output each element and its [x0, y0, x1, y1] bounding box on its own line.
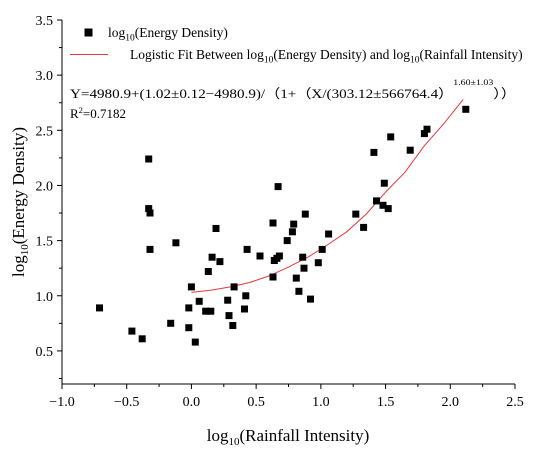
x-axis-ticks: [61, 384, 516, 389]
scatter-point: [290, 220, 298, 228]
y-tick-label: 3.5: [36, 14, 54, 29]
fit-equation: Y=4980.9+(1.02±0.12−4980.9)/（1+（X/(303.1…: [70, 77, 516, 101]
scatter-point: [216, 258, 224, 266]
scatter-point: [283, 237, 291, 245]
scatter-point: [207, 307, 215, 315]
scatter-point: [352, 210, 360, 218]
scatter-point: [167, 319, 175, 327]
scatter-point: [204, 268, 212, 275]
y-tick-label: 1.0: [36, 290, 54, 305]
x-axis-title: log10(Rainfall Intensity): [207, 426, 370, 448]
scatter-point: [195, 297, 203, 305]
scatter-point: [145, 155, 153, 163]
scatter-point: [406, 146, 414, 154]
scatter-point: [318, 245, 326, 253]
legend-marker-square: [84, 28, 93, 37]
scatter-point: [172, 239, 180, 247]
scatter-point: [202, 307, 210, 315]
scatter-point: [387, 133, 395, 141]
scatter-point: [212, 225, 220, 232]
logistic-fit-line: [191, 99, 464, 293]
legend-label-logistic-fit: Logistic Fit Between log10(Energy Densit…: [130, 47, 523, 66]
y-axis-tick-labels: 0.5 1.0 1.5 2.0 2.5 3.0 3.5: [36, 14, 54, 360]
scatter-point: [373, 197, 380, 205]
y-tick-label: 3.0: [36, 69, 54, 84]
scatter-point: [145, 205, 153, 213]
scatter-point: [269, 219, 277, 227]
scatter-point: [242, 292, 250, 300]
y-tick-label: 2.5: [36, 124, 54, 139]
scatter-point: [191, 338, 199, 346]
scatter-point: [380, 179, 388, 187]
scatter-point: [185, 304, 193, 312]
scatter-point: [292, 274, 300, 282]
x-tick-label: 0.0: [183, 395, 201, 410]
scatter-point: [229, 322, 237, 329]
scatter-point: [307, 295, 314, 303]
scatter-points: [96, 105, 470, 346]
scatter-point: [185, 324, 193, 332]
scatter-point: [225, 312, 233, 320]
y-tick-label: 1.5: [36, 235, 54, 250]
scatter-point: [243, 245, 251, 253]
scatter-point: [299, 253, 307, 261]
x-tick-label: 1.5: [377, 395, 395, 410]
scatter-point: [146, 245, 154, 253]
x-tick-label: 0.5: [247, 395, 265, 410]
scatter-point: [379, 201, 387, 209]
scatter-point: [462, 105, 470, 113]
scatter-point: [230, 283, 238, 291]
x-tick-label: −1.0: [49, 395, 74, 410]
r-squared-label: R2=0.7182: [70, 105, 126, 121]
scatter-point: [288, 228, 296, 236]
scatter-point: [384, 205, 392, 213]
scatter-point: [146, 209, 154, 217]
scatter-point: [224, 296, 232, 304]
scatter-point: [96, 304, 103, 312]
y-axis-title: log10(Energy Density): [9, 127, 31, 277]
scatter-point: [269, 273, 277, 281]
legend: log10(Energy Density) Logistic Fit Betwe…: [70, 25, 523, 66]
x-axis-tick-labels: −1.0 −0.5 0.0 0.5 1.0 1.5 2.0 2.5: [49, 395, 523, 410]
y-axis-ticks: [57, 19, 62, 379]
scatter-point: [128, 327, 136, 335]
x-tick-label: 2.0: [442, 395, 460, 410]
scatter-point: [241, 305, 248, 313]
scatter-point: [256, 252, 264, 260]
scatter-point: [295, 287, 303, 295]
x-tick-label: −0.5: [114, 395, 139, 410]
scatter-point: [274, 183, 282, 191]
scatter-point: [208, 253, 216, 261]
y-tick-label: 0.5: [36, 345, 54, 360]
x-tick-label: 1.0: [312, 395, 330, 410]
scatter-point: [420, 130, 428, 138]
y-tick-label: 2.0: [36, 179, 54, 194]
scatter-point: [138, 335, 146, 343]
scatter-point: [360, 223, 368, 231]
scatter-point: [314, 259, 322, 267]
scatter-point: [300, 264, 308, 272]
scatter-point: [423, 125, 431, 133]
x-tick-label: 2.5: [506, 395, 524, 410]
scatter-point: [370, 148, 378, 156]
scatter-point: [187, 283, 195, 291]
scatter-point: [325, 230, 333, 238]
scatter-point: [275, 252, 283, 260]
scatter-point: [301, 210, 309, 218]
legend-label-energy-density: log10(Energy Density): [108, 25, 228, 44]
